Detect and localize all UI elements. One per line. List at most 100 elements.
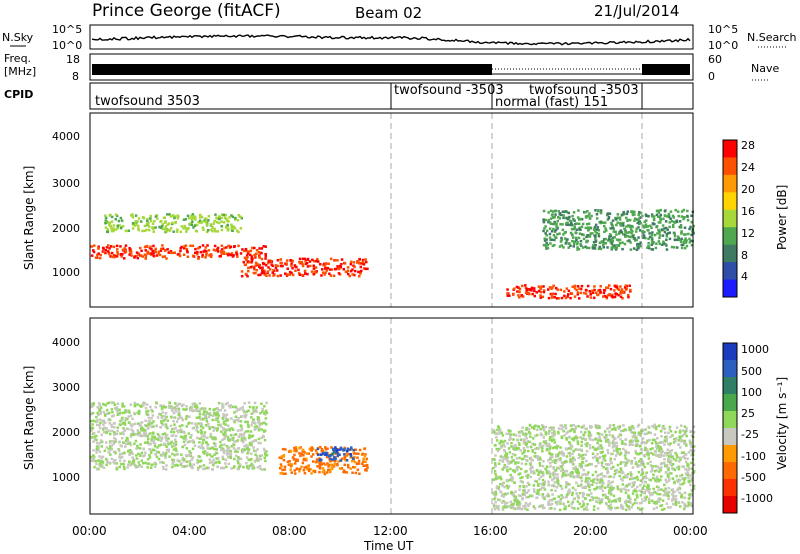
velocity-cell: [155, 450, 159, 453]
velocity-cell: [630, 460, 634, 463]
power-cell: [213, 244, 217, 248]
velocity-cell: [513, 499, 516, 502]
velocity-cell: [663, 458, 666, 461]
power-cell: [240, 270, 244, 273]
power-cell: [199, 250, 203, 254]
velocity-cell: [356, 456, 359, 459]
velocity-cell: [237, 417, 240, 420]
velocity-cell: [649, 464, 653, 467]
velocity-cell: [131, 430, 135, 433]
power-cell: [218, 255, 221, 258]
velocity-cell: [264, 453, 267, 456]
power-cell: [658, 215, 662, 219]
velocity-cell: [303, 466, 306, 469]
velocity-cell: [567, 473, 570, 477]
power-cell: [137, 224, 140, 228]
velocity-cell: [678, 435, 681, 439]
velocity-cell: [101, 428, 105, 431]
velocity-cell: [511, 493, 515, 497]
power-cell: [560, 244, 564, 247]
power-cell: [169, 215, 172, 218]
power-cell: [662, 217, 665, 221]
power-cell: [594, 238, 597, 241]
velocity-cell: [548, 507, 551, 510]
velocity-cell: [342, 449, 345, 452]
velocity-cell: [606, 496, 609, 499]
velocity-cell: [572, 463, 575, 466]
power-cell: [145, 222, 149, 226]
power-cell: [169, 250, 173, 253]
velocity-cell: [250, 416, 253, 419]
power-cell: [154, 226, 157, 229]
velocity-cell: [136, 411, 139, 415]
velocity-cell: [219, 409, 222, 412]
velocity-cell: [495, 485, 499, 488]
velocity-cell: [496, 428, 499, 432]
colorbar-frame: [722, 139, 738, 298]
velocity-cell: [187, 432, 190, 435]
power-cell: [108, 252, 111, 256]
power-cell: [104, 222, 107, 225]
velocity-cell: [653, 500, 657, 504]
velocity-cell: [647, 490, 650, 493]
velocity-cell: [209, 426, 212, 429]
velocity-cell: [283, 465, 287, 469]
velocity-cell: [578, 465, 581, 468]
power-cell: [517, 294, 520, 297]
velocity-cell: [666, 475, 670, 478]
power-cell: [668, 221, 671, 224]
velocity-cell: [363, 464, 367, 467]
velocity-cell: [654, 441, 658, 444]
velocity-cell: [684, 460, 688, 464]
power-cell: [563, 294, 566, 298]
velocity-cell: [302, 457, 306, 461]
velocity-cell: [318, 470, 321, 474]
velocity-cell: [247, 409, 250, 412]
power-cell: [656, 232, 659, 235]
power-cell: [676, 246, 679, 249]
velocity-cell: [208, 458, 212, 461]
velocity-cell: [142, 434, 145, 437]
power-cell: [93, 244, 96, 247]
velocity-cell: [233, 433, 236, 437]
velocity-cell: [672, 502, 675, 506]
power-cell: [141, 255, 144, 258]
velocity-cell: [667, 442, 670, 446]
power-cell: [268, 274, 271, 277]
velocity-cell: [497, 486, 501, 489]
power-cell: [622, 210, 625, 214]
velocity-cell: [532, 488, 536, 491]
power-cell: [570, 223, 573, 226]
velocity-cell: [324, 446, 327, 449]
power-cell: [184, 218, 188, 221]
velocity-cell: [199, 422, 203, 425]
velocity-cell: [196, 436, 199, 440]
power-cell: [682, 217, 685, 221]
velocity-cell: [686, 457, 689, 460]
power-cell: [688, 237, 691, 241]
velocity-cell: [563, 507, 566, 511]
power-cell: [326, 266, 330, 270]
velocity-cell: [568, 488, 571, 492]
power-cell: [246, 260, 250, 263]
velocity-cell: [685, 504, 688, 508]
velocity-cell: [567, 483, 570, 486]
velocity-cell: [611, 446, 615, 449]
power-cell: [631, 213, 635, 217]
velocity-cell: [140, 426, 143, 429]
velocity-cell: [191, 409, 194, 412]
velocity-cell: [667, 497, 670, 501]
velocity-cell: [247, 425, 250, 429]
power-cell: [553, 220, 556, 224]
velocity-cell: [556, 481, 559, 485]
velocity-cell: [334, 446, 337, 449]
velocity-cell: [639, 432, 642, 436]
velocity-cell: [650, 499, 654, 502]
velocity-cell: [627, 496, 630, 499]
velocity-cell: [570, 462, 574, 465]
velocity-cell: [309, 468, 312, 471]
power-cell: [306, 258, 309, 261]
velocity-cell: [298, 452, 301, 455]
velocity-cell: [112, 460, 115, 464]
velocity-cell: [525, 491, 529, 494]
